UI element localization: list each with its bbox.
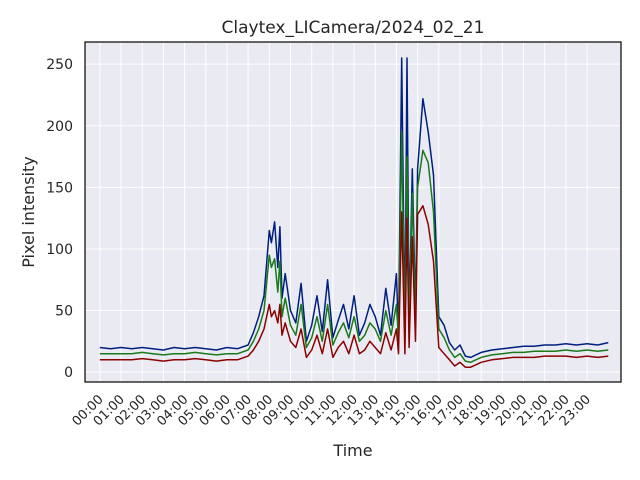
y-tick-label: 250 — [46, 57, 73, 73]
y-tick-label: 150 — [46, 180, 73, 196]
x-axis-label: Time — [332, 441, 372, 460]
chart-title: Claytex_LICamera/2024_02_21 — [222, 18, 485, 38]
y-axis-ticks: 0 50 100 150 200 250 — [46, 57, 73, 381]
series-line-2 — [99, 131, 609, 364]
series-line-3 — [99, 205, 609, 368]
y-tick-label: 50 — [55, 304, 73, 320]
plot-frame — [84, 41, 622, 383]
y-tick-label: 100 — [46, 242, 73, 258]
y-tick-label: 200 — [46, 119, 73, 135]
x-axis-ticks: 00:0001:0002:0003:0004:0005:0006:0007:00… — [70, 392, 594, 429]
y-tick-label: 0 — [64, 365, 73, 381]
y-axis-label: Pixel intensity — [19, 156, 38, 267]
series-lines — [99, 57, 609, 368]
plot-background — [85, 42, 621, 382]
series-line-1 — [99, 57, 609, 359]
